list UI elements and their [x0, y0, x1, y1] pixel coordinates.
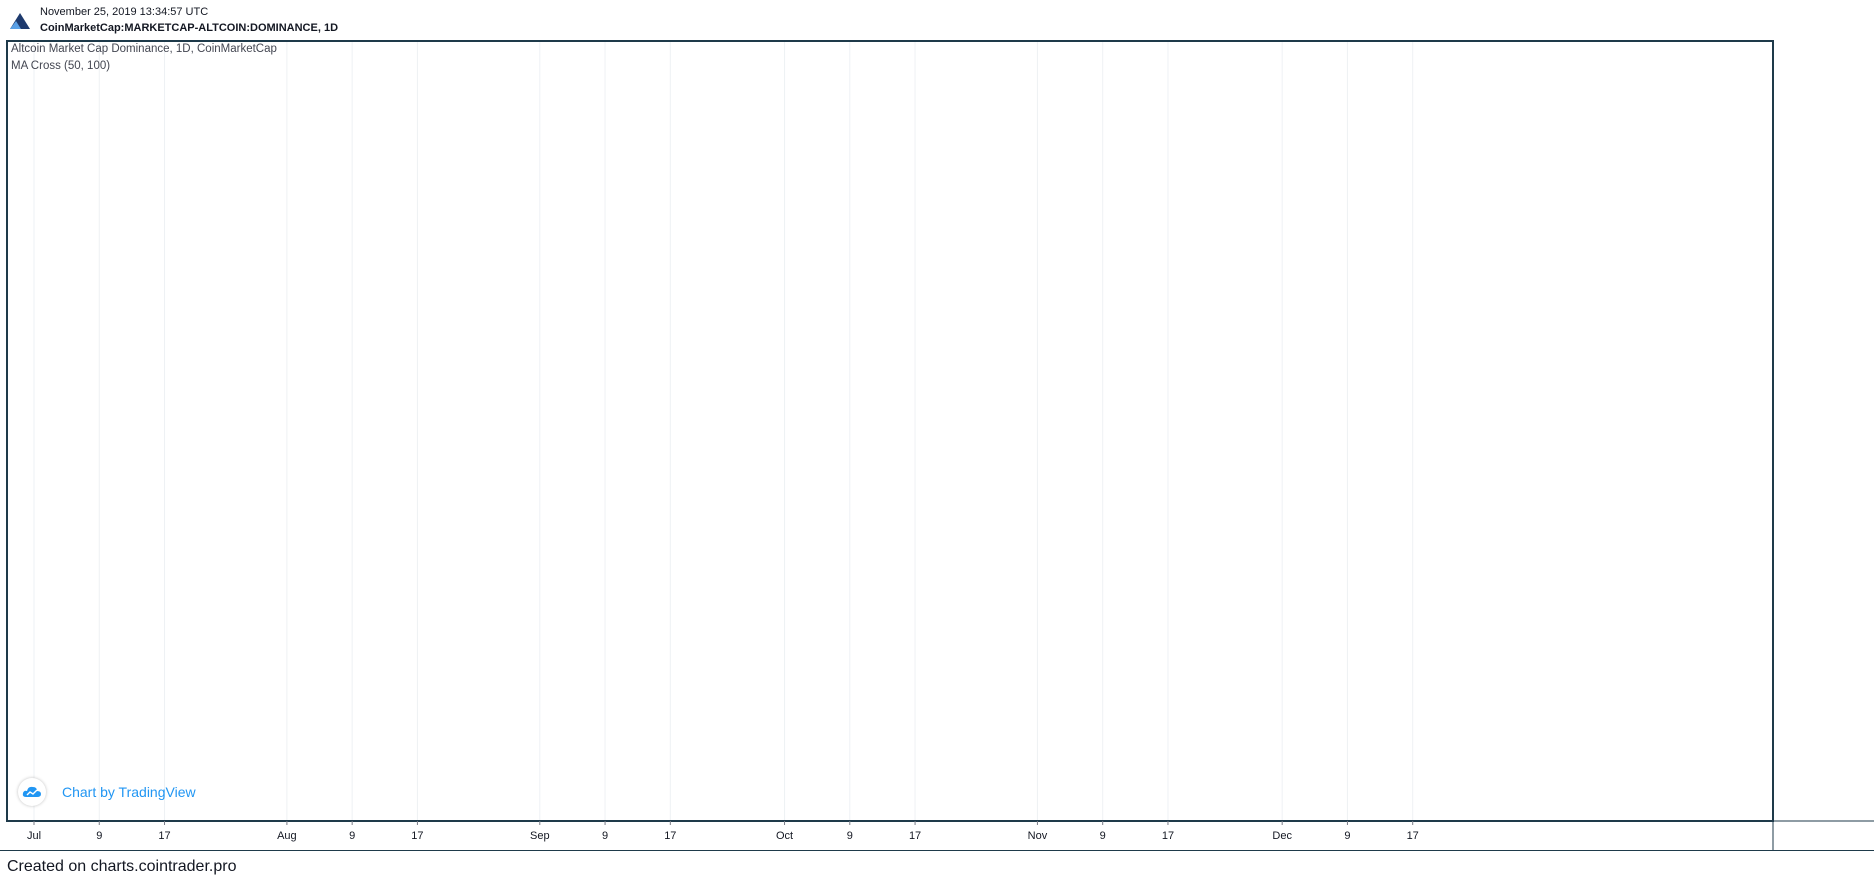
time-tick-label: 9	[602, 830, 608, 842]
chart-header: November 25, 2019 13:34:57 UTC CoinMarke…	[0, 0, 1874, 40]
time-tick-label: 17	[158, 830, 170, 842]
time-axis: Jul 9 17 Aug 9 17 Sep 9 17 Oct 9 17 Nov 9 17 Dec 9 17	[27, 821, 1419, 842]
tradingview-watermark[interactable]: Chart by TradingView	[18, 778, 196, 806]
time-tick-label: 17	[909, 830, 921, 842]
watermark-text: Chart by TradingView	[62, 784, 196, 800]
snapshot-timestamp: November 25, 2019 13:34:57 UTC	[40, 6, 209, 18]
time-tick-label: 17	[664, 830, 676, 842]
time-tick-label: 17	[1162, 830, 1174, 842]
footer-credit: Created on charts.cointrader.pro	[7, 858, 237, 875]
grid-lines	[33, 41, 1414, 821]
tradingview-logo-icon	[10, 13, 30, 29]
chart-frame	[6, 40, 1774, 822]
time-tick-label: Aug	[277, 830, 297, 842]
time-tick-label: 9	[1100, 830, 1106, 842]
time-tick-label: 17	[411, 830, 423, 842]
time-tick-label: Jul	[27, 830, 41, 842]
legend-indicator: MA Cross (50, 100)	[11, 60, 110, 72]
legend-title: Altcoin Market Cap Dominance, 1D, CoinMa…	[11, 43, 277, 55]
time-tick-label: 9	[847, 830, 853, 842]
chart-bottom-border	[0, 850, 1874, 851]
time-tick-label: Oct	[776, 830, 793, 842]
time-tick-label: Dec	[1272, 830, 1292, 842]
time-tick-label: Nov	[1028, 830, 1048, 842]
time-tick-label: 9	[349, 830, 355, 842]
time-tick-label: Sep	[530, 830, 550, 842]
time-tick-label: 9	[96, 830, 102, 842]
time-tick-label: 9	[1344, 830, 1350, 842]
tradingview-cloud-icon	[18, 778, 46, 806]
symbol-title: CoinMarketCap:MARKETCAP-ALTCOIN:DOMINANC…	[40, 22, 339, 34]
time-tick-label: 17	[1407, 830, 1419, 842]
